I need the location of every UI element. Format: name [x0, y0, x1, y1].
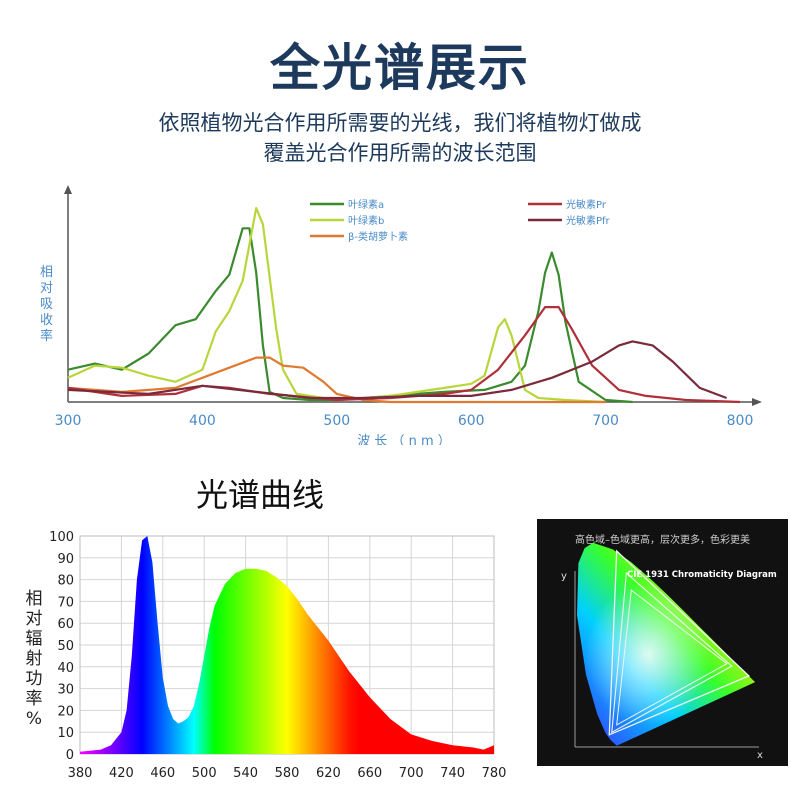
- cie-diagram: y x CIE 1931 Chromaticity Diagram: [561, 542, 777, 761]
- emission-spectrum-chart: 0 10 20 30 40 50 60 70 80 90 100 380 420 460 500 540 580…: [26, 530, 507, 781]
- y-axis-label: 相: [26, 589, 43, 609]
- y-tick-label: 70: [57, 595, 74, 610]
- cie-caption: 高色域–色域更高，层次更多，色彩更美: [575, 535, 750, 546]
- page-title: 全光谱展示: [270, 39, 530, 97]
- gamut-triangle-outer: [608, 549, 751, 736]
- y-axis-label: 吸: [40, 297, 53, 312]
- x-tick-label: 780: [482, 766, 507, 781]
- y-axis-label: 率: [40, 328, 53, 344]
- subtitle-line-1: 依照植物光合作用所需要的光线，我们将植物灯做成: [158, 111, 642, 135]
- y-tick-label: 40: [57, 661, 74, 676]
- cie-x-label: x: [757, 750, 763, 761]
- series-line: [67, 356, 606, 404]
- x-tick-label: 700: [399, 766, 424, 781]
- x-tick-label: 800: [727, 413, 754, 429]
- y-axis-label: 辐: [26, 629, 43, 649]
- x-tick-label: 300: [55, 413, 82, 429]
- gamut-triangle-mid: [611, 571, 733, 734]
- y-axis-label: 相: [40, 265, 53, 280]
- y-axis-label: 对: [26, 609, 43, 629]
- y-tick-label: 60: [57, 617, 74, 632]
- cie-panel: 高色域–色域更高，层次更多，色彩更美 y x CIE 1931 Chromatici…: [537, 519, 788, 766]
- x-tick-label: 460: [150, 766, 175, 781]
- series-line: [67, 227, 633, 404]
- legend-label: 叶绿素b: [348, 214, 384, 227]
- legend-label: 光敏素Pfr: [566, 214, 611, 227]
- x-axis-label: 波 长 （ n m ）: [357, 434, 451, 445]
- y-tick-label: 10: [57, 726, 74, 741]
- gamut-triangle-inner: [616, 589, 728, 726]
- legend-label: β-类胡萝卜素: [348, 230, 408, 243]
- x-tick-label: 400: [189, 413, 216, 429]
- x-tick-label: 740: [440, 766, 465, 781]
- y-axis-arrow: [64, 185, 72, 194]
- y-tick-label: 20: [57, 704, 74, 719]
- x-tick-label: 580: [275, 766, 300, 781]
- y-axis-label: 率: [26, 689, 43, 709]
- page-subtitle: 依照植物光合作用所需要的光线，我们将植物灯做成 覆盖光合作用所需的波长范围: [0, 108, 800, 168]
- x-tick-label: 700: [592, 413, 619, 429]
- section-title: 光谱曲线: [196, 476, 325, 514]
- cie-y-label: y: [561, 571, 567, 582]
- y-tick-label: 50: [57, 639, 74, 654]
- y-tick-label: 100: [49, 530, 74, 545]
- y-tick-label: 0: [66, 748, 74, 763]
- x-axis-arrow: [752, 398, 762, 406]
- legend-label: 光敏素Pr: [566, 198, 607, 211]
- y-axis-label: %: [26, 709, 42, 729]
- y-axis-label: 功: [26, 669, 43, 689]
- cie-title: CIE 1931 Chromaticity Diagram: [627, 570, 777, 580]
- y-axis-label: 对: [40, 281, 53, 296]
- y-axis-label: 射: [26, 649, 43, 669]
- x-tick-label: 500: [192, 766, 217, 781]
- cie-white-point-glow: [577, 542, 756, 746]
- x-tick-label: 540: [233, 766, 258, 781]
- subtitle-line-2: 覆盖光合作用所需的波长范围: [263, 141, 537, 165]
- y-tick-label: 90: [57, 552, 74, 567]
- y-tick-label: 80: [57, 574, 74, 589]
- series-line: [67, 207, 606, 404]
- x-tick-label: 600: [458, 413, 485, 429]
- y-axis-label: 收: [40, 313, 53, 328]
- x-tick-label: 620: [316, 766, 341, 781]
- x-tick-label: 420: [109, 766, 134, 781]
- x-tick-label: 380: [68, 766, 93, 781]
- x-tick-label: 660: [357, 766, 382, 781]
- spectrum-area: [80, 536, 494, 754]
- legend-label: 叶绿素a: [348, 198, 384, 211]
- x-tick-label: 500: [323, 413, 350, 429]
- y-tick-label: 30: [57, 683, 74, 698]
- series-line: [67, 340, 727, 400]
